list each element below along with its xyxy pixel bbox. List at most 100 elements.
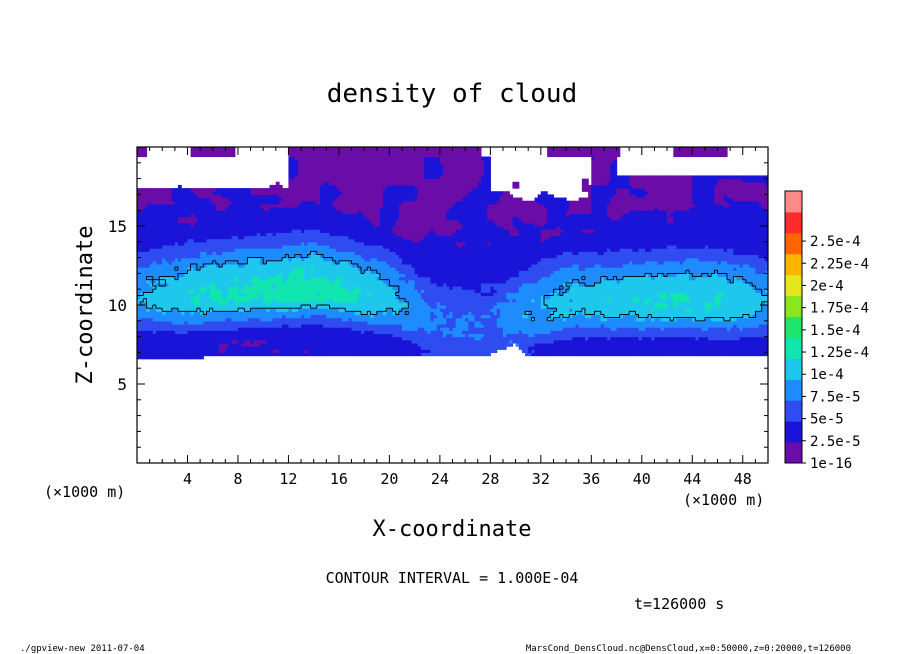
field-cell bbox=[301, 346, 305, 350]
field-cell bbox=[168, 301, 173, 306]
field-cell bbox=[338, 169, 343, 173]
field-cell bbox=[361, 254, 365, 259]
field-cell bbox=[335, 229, 340, 233]
field-cell bbox=[361, 162, 365, 167]
field-cell bbox=[225, 207, 230, 211]
field-cell bbox=[225, 311, 230, 316]
field-cell bbox=[335, 219, 340, 224]
field-cell bbox=[294, 150, 299, 154]
field-cell bbox=[159, 254, 163, 259]
field-cell bbox=[247, 229, 252, 233]
field-cell bbox=[338, 308, 343, 312]
field-cell bbox=[395, 320, 400, 325]
field-cell bbox=[253, 244, 258, 249]
field-cell bbox=[310, 254, 315, 259]
field-cell bbox=[348, 289, 353, 293]
field-cell bbox=[256, 216, 261, 221]
field-cell bbox=[215, 295, 220, 300]
field-cell bbox=[222, 229, 226, 233]
field-cell bbox=[319, 191, 324, 195]
field-cell bbox=[212, 222, 217, 227]
field-cell bbox=[364, 282, 368, 287]
field-cell bbox=[364, 276, 368, 281]
field-cell bbox=[174, 226, 179, 230]
field-cell bbox=[313, 210, 318, 214]
field-cell bbox=[234, 308, 239, 312]
field-cell bbox=[367, 178, 372, 183]
field-cell bbox=[307, 248, 312, 252]
field-cell bbox=[174, 254, 179, 259]
field-cell bbox=[272, 222, 277, 227]
field-cell bbox=[203, 263, 208, 268]
field-cell bbox=[307, 257, 312, 262]
field-cell bbox=[228, 263, 233, 268]
field-cell bbox=[187, 295, 192, 300]
field-cell bbox=[297, 273, 302, 278]
field-cell bbox=[219, 216, 223, 221]
field-cell bbox=[357, 232, 362, 237]
field-cell bbox=[187, 308, 192, 312]
field-cell bbox=[288, 184, 293, 189]
field-cell bbox=[376, 267, 381, 271]
field-cell bbox=[231, 333, 236, 338]
field-cell bbox=[263, 339, 267, 344]
field-cell bbox=[209, 254, 214, 259]
field-cell bbox=[212, 292, 217, 297]
field-cell bbox=[137, 346, 141, 350]
field-cell bbox=[203, 147, 208, 151]
field-cell bbox=[275, 226, 280, 230]
field-cell bbox=[301, 282, 305, 287]
field-cell bbox=[294, 349, 299, 353]
field-cell bbox=[171, 292, 176, 297]
field-cell bbox=[253, 222, 258, 227]
field-cell bbox=[278, 327, 283, 331]
field-cell bbox=[329, 172, 334, 177]
field-cell bbox=[159, 314, 163, 319]
field-cell bbox=[260, 244, 264, 249]
field-cell bbox=[291, 317, 296, 322]
field-cell bbox=[266, 298, 271, 303]
field-cell bbox=[231, 263, 236, 268]
field-cell bbox=[174, 311, 179, 316]
field-cell bbox=[316, 194, 321, 199]
field-cell bbox=[379, 156, 384, 161]
field-cell bbox=[196, 270, 201, 274]
field-cell bbox=[386, 257, 390, 262]
field-cell bbox=[316, 286, 321, 290]
field-cell bbox=[140, 292, 144, 297]
field-cell bbox=[231, 200, 236, 205]
field-cell bbox=[398, 342, 403, 347]
field-cell bbox=[266, 273, 271, 278]
field-cell bbox=[278, 207, 283, 211]
field-cell bbox=[203, 333, 208, 338]
field-cell bbox=[215, 251, 220, 256]
field-cell bbox=[140, 342, 144, 347]
field-cell bbox=[285, 229, 290, 233]
field-cell bbox=[313, 286, 318, 290]
field-cell bbox=[165, 279, 170, 284]
field-cell bbox=[323, 251, 327, 256]
field-cell bbox=[253, 238, 258, 243]
field-cell bbox=[338, 276, 343, 281]
field-cell bbox=[155, 267, 160, 271]
field-cell bbox=[275, 323, 280, 328]
field-cell bbox=[244, 257, 249, 262]
field-cell bbox=[379, 159, 384, 164]
field-cell bbox=[140, 339, 144, 344]
field-cell bbox=[364, 305, 368, 309]
field-cell bbox=[376, 289, 381, 293]
field-cell bbox=[348, 194, 353, 199]
field-cell bbox=[187, 305, 192, 309]
field-cell bbox=[278, 323, 283, 328]
field-cell bbox=[178, 276, 182, 281]
field-cell bbox=[354, 352, 359, 357]
field-cell bbox=[237, 203, 242, 208]
field-cell bbox=[155, 320, 160, 325]
field-cell bbox=[335, 251, 340, 256]
field-cell bbox=[275, 184, 280, 189]
field-cell bbox=[272, 320, 277, 325]
field-cell bbox=[137, 355, 141, 360]
field-cell bbox=[379, 342, 384, 347]
field-cell bbox=[304, 150, 308, 154]
field-cell bbox=[297, 330, 302, 335]
